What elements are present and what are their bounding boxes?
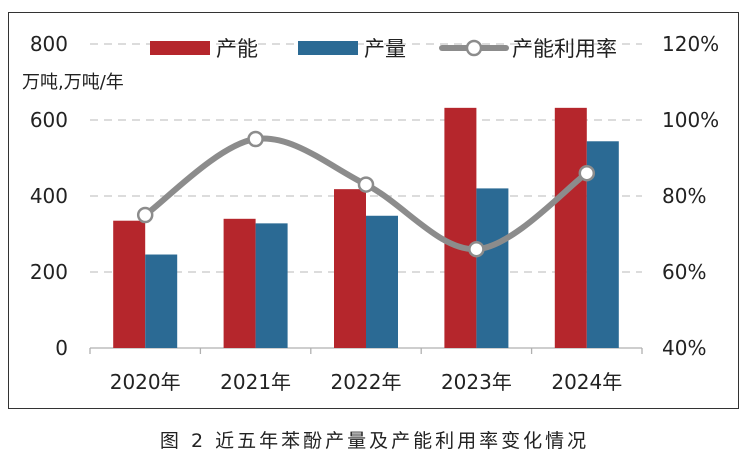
utilization-point (578, 164, 596, 182)
bar-capacity (223, 218, 256, 348)
legend-marker-2 (465, 39, 483, 57)
figure-caption: 图 2 近五年苯酚产量及产能利用率变化情况 (159, 430, 590, 452)
bar-capacity (113, 220, 146, 348)
utilization-point (247, 130, 264, 148)
y-axis-tick-label: 0 (55, 336, 68, 360)
x-axis-tick-label: 2024年 (551, 370, 622, 394)
bar-capacity (554, 107, 587, 348)
bar-output (476, 188, 509, 348)
legend-label-1: 产量 (364, 37, 406, 61)
y-axis-tick-label: 200 (30, 260, 68, 284)
x-axis-tick-label: 2023年 (441, 370, 512, 394)
bar-output (145, 254, 178, 348)
utilization-point (357, 176, 375, 193)
x-axis-tick-label: 2021年 (220, 370, 291, 394)
y-axis-tick-label: 400 (30, 184, 68, 208)
bar-capacity (334, 189, 366, 348)
utilization-point (468, 240, 485, 258)
y-axis-tick-label: 800 (30, 32, 68, 56)
chart-frame (8, 12, 739, 409)
bar-output (366, 215, 398, 348)
x-axis-tick-label: 2022年 (331, 370, 402, 394)
legend-swatch-1 (298, 41, 358, 55)
bar-capacity (444, 107, 477, 348)
x-axis-tick-label: 2020年 (110, 370, 181, 394)
y2-axis-tick-label: 100% (662, 108, 719, 132)
legend-swatch-0 (150, 41, 210, 55)
y-axis-title: 万吨,万吨/年 (22, 72, 124, 93)
bar-output (255, 223, 288, 348)
y2-axis-tick-label: 40% (662, 336, 706, 360)
y2-axis-tick-label: 120% (662, 32, 719, 56)
legend-label-0: 产能 (216, 37, 258, 61)
legend-label-2: 产能利用率 (512, 37, 617, 61)
y-axis-tick-label: 600 (30, 108, 68, 132)
utilization-point (136, 206, 154, 224)
chart-svg: 0 200 400 600 800 40% 60% 80% 100% 120% 万吨,万吨/年 202… (22, 32, 719, 394)
y2-axis-tick-label: 80% (662, 184, 706, 208)
y2-axis-tick-label: 60% (662, 260, 706, 284)
